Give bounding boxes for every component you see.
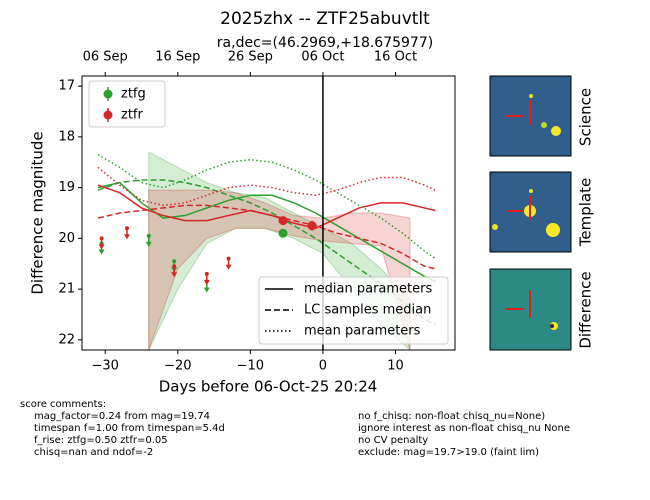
comments-title: score comments:: [20, 399, 106, 410]
upper-limit: [98, 236, 105, 250]
detection: [278, 228, 288, 238]
upper-limit-dot: [124, 226, 129, 231]
x-tick-label: −30: [92, 359, 119, 374]
upper-limit: [171, 264, 178, 278]
y-tick-label: 19: [58, 180, 75, 195]
x-tick-label: 10: [387, 359, 404, 374]
comment-line: no f_chisq: non-float chisq_nu=None): [358, 411, 545, 422]
legend-label: mean parameters: [304, 324, 421, 339]
x-tick-label: −20: [164, 359, 191, 374]
upper-limit-dot: [99, 236, 104, 241]
upper-limit: [123, 226, 130, 240]
chart-title: 2025zhx -- ZTF25abuvtlt: [220, 9, 430, 29]
upper-limit-arrow: [98, 244, 105, 250]
upper-limit: [225, 256, 232, 270]
comment-line: no CV penalty: [358, 435, 428, 446]
legend-label: ztfr: [121, 108, 143, 123]
thumbnail-template: [489, 171, 572, 253]
score-comments: score comments: mag_factor=0.24 from mag…: [20, 399, 570, 458]
comment-line: timespan f=1.00 from timespan=5.4d: [34, 423, 225, 434]
uncertainty-band: [148, 151, 411, 350]
y-tick-label: 17: [58, 79, 75, 94]
comment-line: f_rise: ztfg=0.50 ztfr=0.05: [34, 435, 168, 446]
upper-limit-arrow: [225, 264, 232, 270]
y-tick-label: 22: [58, 332, 75, 347]
panel-label: Science: [577, 88, 595, 146]
comment-line: ignore interest as non-float chisq_nu No…: [358, 423, 570, 434]
thumbnail-difference: [489, 268, 572, 351]
x-tick-label: 0: [319, 359, 327, 374]
upper-limit-dot: [204, 271, 209, 276]
plot-area: [97, 76, 436, 350]
legend-label: ztfg: [121, 87, 146, 102]
x2-tick-label: 16 Oct: [374, 50, 417, 65]
upper-limit-arrow: [123, 234, 130, 240]
legend-box: [258, 276, 449, 345]
x2-tick-label: 06 Sep: [83, 50, 128, 65]
legend-label: median parameters: [304, 282, 432, 297]
upper-limit-dot: [172, 259, 177, 264]
y-tick-label: 20: [58, 231, 75, 246]
model-curve: [97, 204, 436, 270]
upper-limit: [203, 271, 210, 285]
y-tick-label: 18: [58, 129, 75, 144]
thumbnail-science: [489, 75, 572, 157]
upper-limit-arrow: [203, 279, 210, 285]
legend-marker: [103, 89, 113, 99]
upper-limit: [145, 233, 152, 247]
upper-limit-arrow: [203, 287, 210, 293]
chart-subtitle: ra,dec=(46.2969,+18.675977): [217, 35, 433, 51]
x2-tick-label: 06 Oct: [301, 50, 344, 65]
model-curve: [97, 153, 436, 260]
panel-label: Difference: [577, 271, 595, 348]
comment-line: mag_factor=0.24 from mag=19.74: [34, 411, 210, 422]
comment-line: exclude: mag=19.7>19.0 (faint lim): [358, 447, 539, 458]
legend-label: LC samples median: [304, 303, 431, 318]
detection: [307, 221, 317, 231]
upper-limit-dot: [172, 264, 177, 269]
upper-limit-arrow: [98, 249, 105, 255]
legend-marker: [103, 110, 113, 120]
model-curve: [97, 166, 436, 207]
panel-label: Template: [577, 178, 595, 247]
axes-frame: [81, 75, 456, 351]
detection: [278, 216, 288, 226]
x2-tick-label: 26 Sep: [228, 50, 273, 65]
upper-limit-arrow: [145, 241, 152, 247]
y-axis-label: Difference magnitude: [29, 131, 47, 294]
upper-limit-dot: [146, 233, 151, 238]
x2-tick-label: 16 Sep: [155, 50, 200, 65]
x-axis-label: Days before 06-Oct-25 20:24: [159, 378, 378, 396]
y-tick-label: 21: [58, 282, 75, 297]
upper-limit-dot: [226, 256, 231, 261]
upper-limit-arrow: [171, 272, 178, 278]
comment-line: chisq=nan and ndof=-2: [34, 447, 153, 458]
x-tick-label: −10: [237, 359, 264, 374]
